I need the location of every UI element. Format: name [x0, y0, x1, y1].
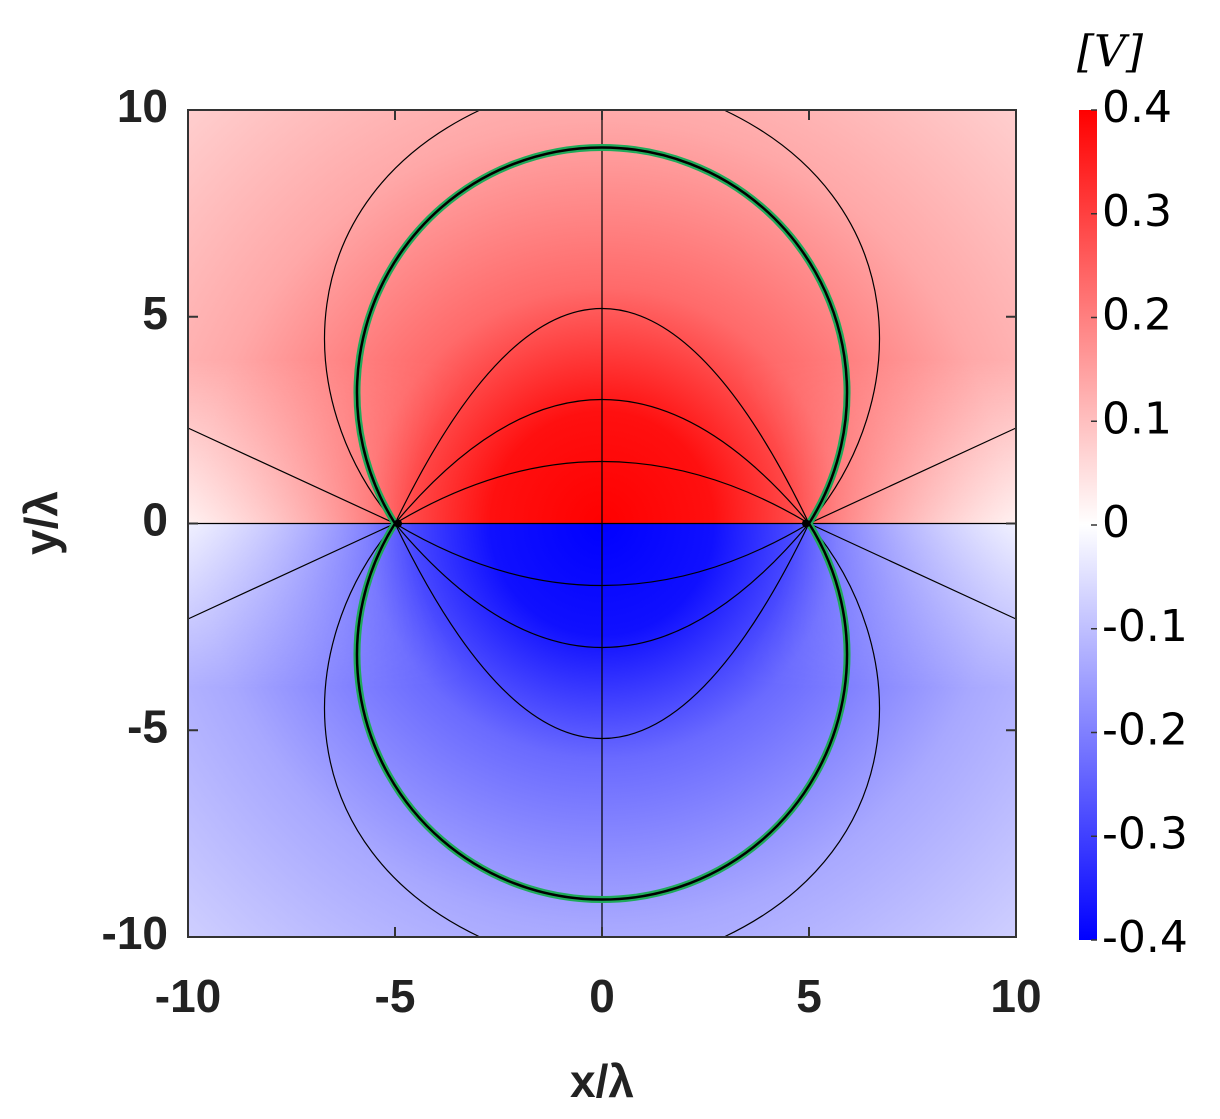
singular-point — [394, 519, 402, 528]
x-tick-label: 5 — [796, 970, 822, 1022]
y-tick-label: 10 — [117, 80, 168, 132]
x-axis-label: x/λ — [570, 1055, 634, 1107]
contour — [394, 522, 810, 740]
x-tick-label: 0 — [589, 970, 615, 1022]
colorbar-tick-label: 0.1 — [1102, 393, 1172, 444]
colorbar-label: [V] — [1077, 27, 1144, 78]
colorbar-tick-label: 0.2 — [1102, 290, 1172, 341]
colorbar-tick-label: -0.3 — [1102, 808, 1188, 859]
colorbar-tick-label: -0.1 — [1102, 601, 1188, 652]
colorbar-tick-label: 0.3 — [1102, 186, 1172, 237]
colorbar-tick-label: 0.4 — [1102, 82, 1172, 133]
contour — [394, 307, 810, 525]
x-tick-label: 10 — [990, 970, 1041, 1022]
x-tick-label: -10 — [155, 970, 221, 1022]
colorbar-tick-label: -0.2 — [1102, 705, 1188, 756]
y-tick-label: -10 — [102, 907, 168, 959]
y-axis-label: y/λ — [15, 491, 67, 555]
y-tick-label: -5 — [127, 700, 168, 752]
singular-point — [802, 519, 810, 528]
contour — [323, 109, 881, 938]
y-tick-label: 5 — [142, 287, 168, 339]
x-tick-label: -5 — [375, 970, 416, 1022]
colorbar-tick-label: 0 — [1102, 497, 1130, 548]
contour — [187, 427, 1017, 620]
contours — [187, 109, 1017, 938]
y-tick-label: 0 — [142, 494, 168, 546]
colorbar-tick-label: -0.4 — [1102, 912, 1188, 963]
